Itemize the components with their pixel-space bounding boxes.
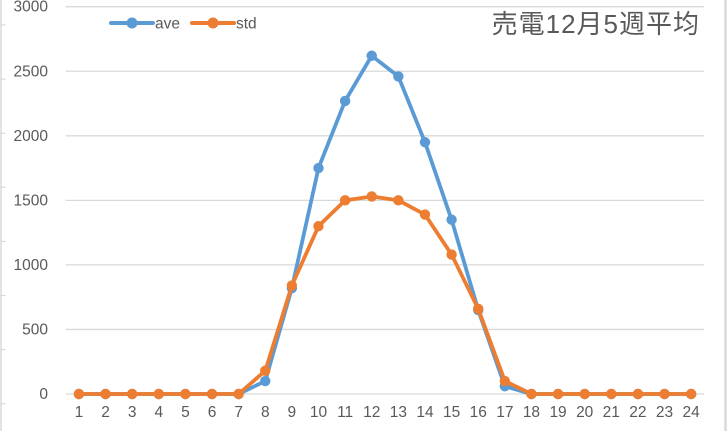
x-tick-label-8: 8 <box>261 404 270 421</box>
x-tick-label-2: 2 <box>101 404 110 421</box>
y-tick-label-3000: 3000 <box>14 0 49 16</box>
std-marker-x1[interactable] <box>73 388 85 400</box>
std-marker-x13[interactable] <box>393 195 404 206</box>
legend-std-label[interactable]: std <box>236 16 257 33</box>
x-tick-label-12: 12 <box>363 404 380 421</box>
ave-marker-x14[interactable] <box>419 137 431 148</box>
std-marker-x4[interactable] <box>153 388 164 400</box>
x-tick-label-11: 11 <box>337 404 353 421</box>
x-tick-label-21: 21 <box>603 404 620 421</box>
std-marker-x7[interactable] <box>233 388 244 400</box>
std-line[interactable] <box>77 194 694 396</box>
x-tick-label-20: 20 <box>576 404 594 421</box>
y-tick-label-1500: 1500 <box>14 192 49 209</box>
ave-marker-x13[interactable] <box>393 71 404 82</box>
std-marker-x6[interactable] <box>206 388 218 400</box>
std-marker-x9[interactable] <box>286 280 298 291</box>
std-marker-x19[interactable] <box>552 388 564 400</box>
x-tick-label-15: 15 <box>443 404 460 421</box>
x-tick-label-1: 1 <box>75 404 84 421</box>
ave-marker-x12[interactable] <box>366 50 377 61</box>
x-tick-label-23: 23 <box>656 404 673 421</box>
ave-marker-x11[interactable] <box>339 95 351 107</box>
x-tick-label-13: 13 <box>390 404 407 421</box>
std-marker-x11[interactable] <box>339 195 351 206</box>
x-tick-label-22: 22 <box>629 404 646 421</box>
ave-marker-x15[interactable] <box>446 214 457 225</box>
std-marker-x10[interactable] <box>313 220 324 232</box>
std-marker-x17[interactable] <box>499 375 511 387</box>
x-tick-label-10: 10 <box>310 404 328 421</box>
x-tick-label-19: 19 <box>549 404 566 421</box>
std-marker-x20[interactable] <box>579 388 590 400</box>
y-tick-label-500: 500 <box>22 321 48 338</box>
ave-marker-x8[interactable] <box>260 375 271 387</box>
std-marker-x8[interactable] <box>260 365 271 376</box>
std-marker-x21[interactable] <box>606 388 617 400</box>
x-tick-label-17: 17 <box>496 404 513 421</box>
std-marker-x15[interactable] <box>446 249 457 260</box>
std-marker-x24[interactable] <box>685 388 697 400</box>
y-tick-label-1000: 1000 <box>14 257 49 274</box>
x-tick-label-4: 4 <box>154 404 163 421</box>
std-marker-x16[interactable] <box>473 303 484 314</box>
std-marker-x5[interactable] <box>180 388 191 400</box>
std-marker-x14[interactable] <box>419 209 431 220</box>
ave-marker-x10[interactable] <box>313 162 324 174</box>
std-marker-x3[interactable] <box>126 388 138 400</box>
y-tick-label-0: 0 <box>39 386 48 403</box>
x-tick-label-18: 18 <box>523 404 540 421</box>
x-tick-label-9: 9 <box>288 404 297 421</box>
std-marker-x2[interactable] <box>100 388 111 400</box>
x-tick-label-5: 5 <box>181 404 190 421</box>
y-tick-label-2500: 2500 <box>14 63 49 80</box>
std-marker-x18[interactable] <box>526 388 537 400</box>
std-marker-x23[interactable] <box>659 388 670 400</box>
x-tick-label-14: 14 <box>416 404 434 421</box>
x-tick-label-24: 24 <box>683 404 701 421</box>
ave-line[interactable] <box>77 53 694 396</box>
std-marker-x22[interactable] <box>632 388 644 400</box>
y-tick-label-2000: 2000 <box>14 128 49 145</box>
x-tick-label-3: 3 <box>128 404 137 421</box>
x-tick-label-7: 7 <box>234 404 243 421</box>
legend-std-marker-sample[interactable] <box>207 17 219 29</box>
x-tick-label-16: 16 <box>470 404 487 421</box>
legend-ave-label[interactable]: ave <box>155 16 180 33</box>
x-tick-label-6: 6 <box>208 404 217 421</box>
std-marker-x12[interactable] <box>366 191 377 202</box>
chart-title[interactable]: 売電12月5週平均 <box>491 9 700 39</box>
legend-ave-marker-sample[interactable] <box>126 17 138 29</box>
